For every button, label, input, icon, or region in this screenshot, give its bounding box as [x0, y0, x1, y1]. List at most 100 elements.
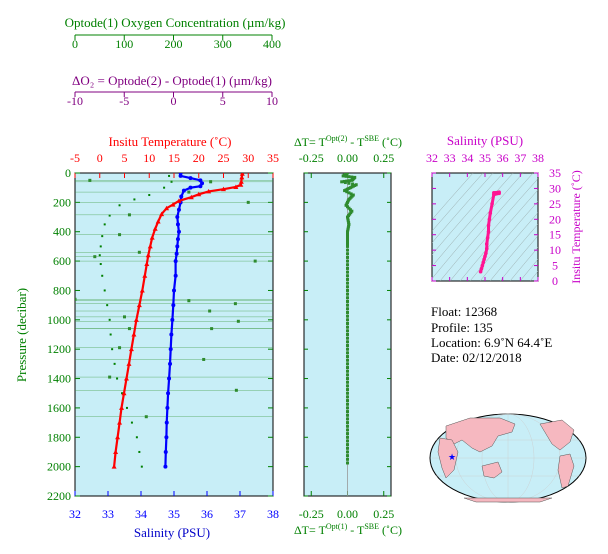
delta-t-top-tick-label: 0.00	[337, 151, 358, 165]
oxygen-point	[101, 235, 104, 238]
ts-profile-point	[490, 202, 494, 206]
delta-t-point	[346, 399, 349, 403]
delta-t-point	[346, 235, 349, 239]
salinity-point	[176, 207, 181, 212]
delta-t-point	[346, 285, 349, 289]
map-north-america	[539, 419, 575, 451]
pressure-axis-tick-label: 2000	[47, 460, 71, 474]
salinity-axis-tick-label: 34	[135, 507, 147, 521]
ts-salinity-title: Salinity (PSU)	[447, 133, 523, 148]
oxygen-point	[103, 289, 106, 292]
delta-t-bottom-title-a: ΔT= T	[294, 523, 327, 537]
main-profile-panel: Insitu Temperature (˚C) -5 0 5 10 15 20 25 30 35…	[14, 134, 279, 540]
oxygen-point	[135, 436, 138, 439]
temperature-point	[239, 173, 245, 176]
delta-t-point	[346, 299, 349, 303]
ts-density-contours	[432, 173, 538, 281]
oxygen-point	[148, 194, 151, 197]
delta-t-point	[346, 380, 349, 384]
temperature-point	[147, 243, 153, 249]
temperature-axis-tick-label: 35	[267, 151, 279, 165]
delta-t-bottom-tick-label: 0.00	[337, 507, 358, 521]
delta-t-point	[346, 329, 349, 333]
delta-t-point	[346, 402, 349, 406]
delta-t-point	[346, 417, 349, 421]
salinity-point	[164, 420, 169, 425]
delta-t-point	[350, 178, 354, 182]
ts-profile-point	[478, 269, 483, 274]
temperature-point	[159, 211, 165, 217]
ts-profile-point	[483, 254, 487, 259]
temperature-point	[119, 405, 125, 410]
salinity-point	[174, 251, 179, 256]
ts-density-contour	[432, 173, 524, 280]
temperature-point	[196, 191, 202, 197]
temperature-point	[176, 198, 182, 203]
temperature-point	[206, 188, 212, 194]
ts-series	[478, 190, 501, 274]
ts-density-contour	[469, 200, 538, 281]
delta-t-point	[346, 321, 349, 325]
oxygen-point	[168, 174, 171, 177]
delta-t-point	[346, 457, 349, 461]
delta-t-point	[346, 377, 349, 381]
ts-profile-point	[484, 251, 488, 256]
delta-o2-axis: ΔO₂ = Optode(2) - Optode(1) (µm/kg) -10-…	[67, 73, 278, 108]
pressure-axis-tick-label: 200	[53, 195, 71, 209]
oxygen-point	[108, 318, 111, 321]
oxygen-point	[138, 450, 141, 453]
salinity-point	[198, 184, 203, 189]
delta-t-point	[346, 413, 349, 417]
delta-t-point	[346, 369, 349, 373]
delta-t-top-title: ΔT= TOpt(2) - TSBE (˚C)	[294, 134, 402, 149]
oxygen-point	[99, 263, 102, 266]
delta-o2-point	[202, 357, 206, 361]
delta-t-point	[346, 373, 349, 377]
delta-t-point	[346, 318, 349, 322]
delta-t-bottom-title-c: (˚C)	[379, 523, 402, 537]
delta-o2-point	[108, 375, 112, 379]
delta-t-point	[346, 344, 349, 348]
temperature-series	[111, 173, 245, 469]
temperature-point	[238, 182, 244, 187]
salinity-axis-tick-label: 35	[168, 507, 180, 521]
delta-o2-point	[187, 190, 191, 194]
ts-profile-point	[481, 260, 486, 265]
delta-t-point	[346, 219, 350, 223]
temperature-point	[139, 287, 145, 293]
delta-t-bottom-title-b: - T	[347, 523, 365, 537]
salinity-axis-tick-label: 32	[69, 507, 81, 521]
delta-t-point	[346, 336, 349, 340]
oxygen-point	[130, 421, 133, 424]
pressure-axis-tick-label: 1800	[47, 430, 71, 444]
delta-t-point	[346, 333, 349, 336]
oxygen-point	[140, 465, 143, 468]
salinity-point	[166, 391, 171, 396]
delta-t-axis-ticks: -0.25 -0.25 0.00 0.00 0.25 0.25	[299, 151, 395, 521]
delta-t-point	[346, 358, 349, 362]
delta-o2-point	[187, 299, 191, 303]
delta-o2-axis-tick-label: 5	[220, 94, 226, 108]
delta-t-point	[340, 180, 344, 184]
delta-t-bottom-title: ΔT= TOpt(1) - TSBE (˚C)	[294, 522, 402, 537]
delta-t-point	[346, 421, 349, 425]
delta-o2-point	[118, 346, 122, 350]
delta-o2-axis-tick-label: -5	[119, 94, 129, 108]
ts-temperature-tick-label: 10	[549, 243, 561, 257]
oxygen-point	[116, 377, 119, 380]
delta-t-point	[346, 217, 350, 221]
ts-salinity-tick-label: 38	[532, 151, 544, 165]
ts-temperature-title: Insitu Temperature (˚C)	[569, 170, 583, 284]
salinity-point	[175, 215, 180, 220]
delta-o2-point	[75, 297, 77, 301]
ts-profile-point	[479, 266, 484, 271]
delta-t-point	[346, 366, 349, 370]
temperature-point	[144, 261, 150, 267]
oxygen-axis: Optode(1) Oxygen Concentration (µm/kg) 0…	[65, 15, 286, 51]
float-id: Float: 12368	[431, 304, 497, 319]
delta-t-top-title-c: (˚C)	[379, 135, 402, 149]
delta-t-point	[347, 224, 351, 228]
salinity-point	[198, 178, 203, 183]
temperature-point	[121, 390, 127, 396]
